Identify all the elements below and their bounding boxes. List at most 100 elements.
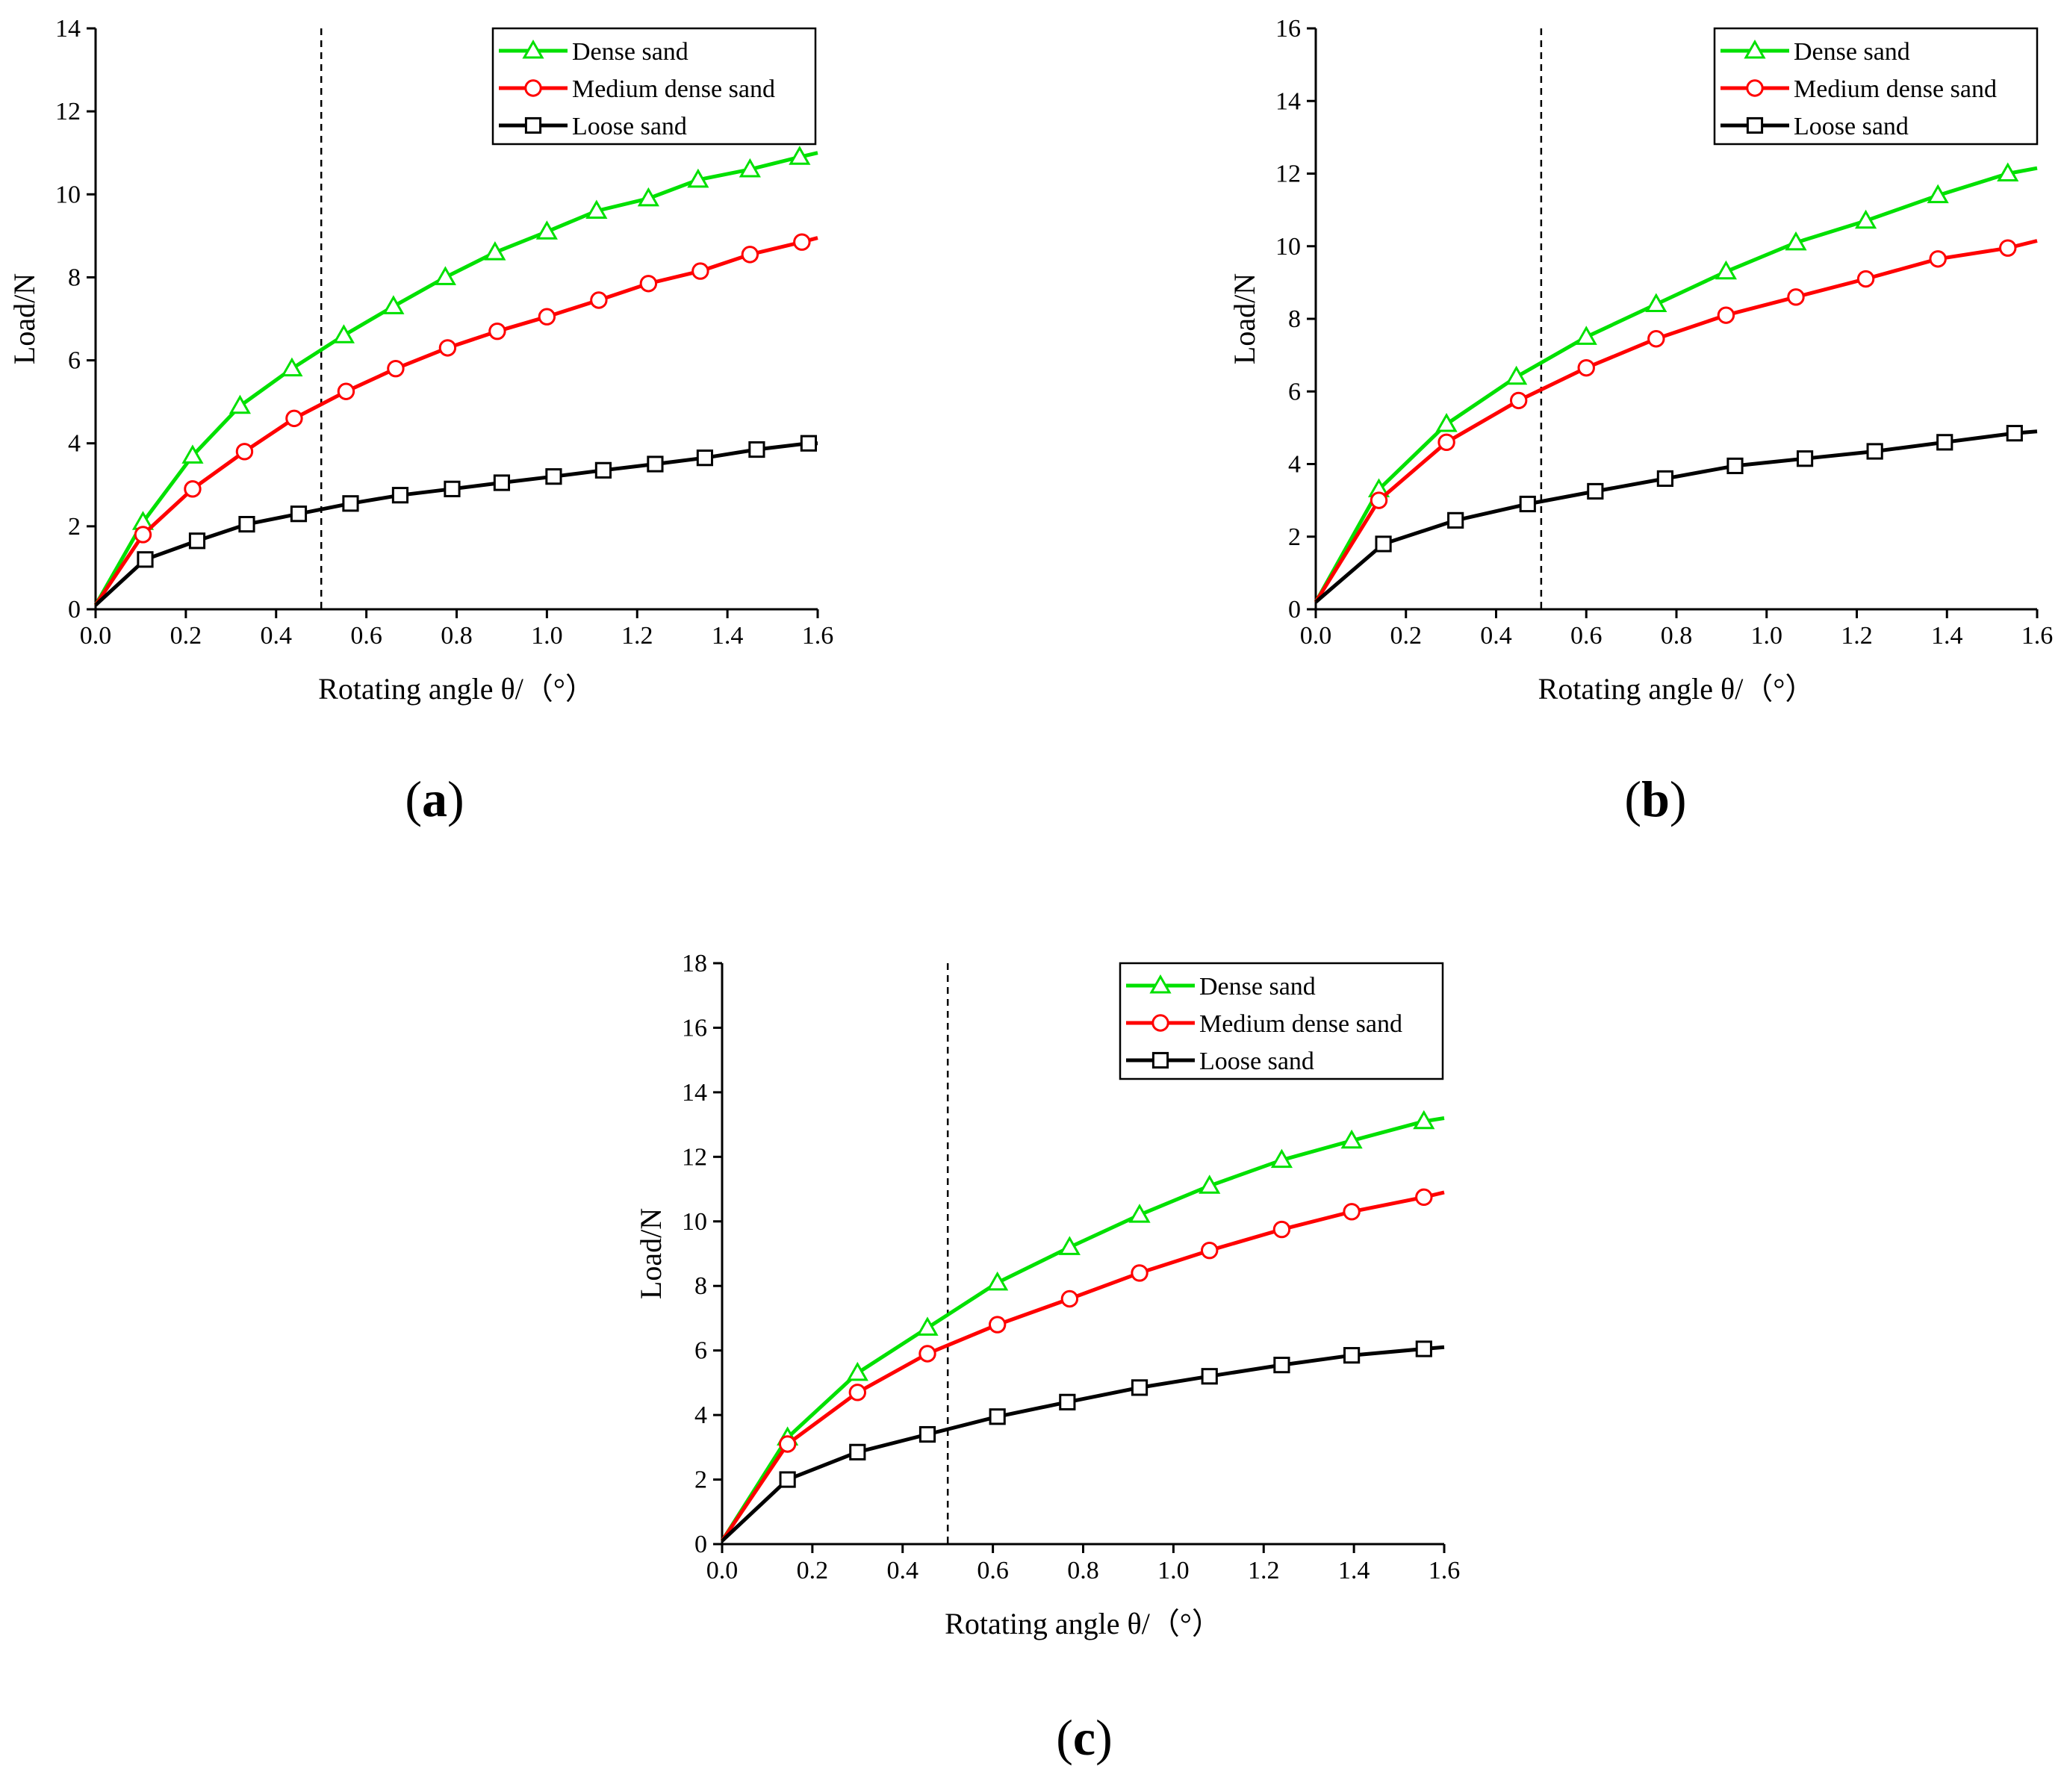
x-tick-label: 1.2	[1248, 1557, 1280, 1584]
data-point	[1587, 482, 1604, 500]
data-point	[1058, 1236, 1081, 1255]
x-tick-label: 1.4	[1931, 622, 1963, 650]
data-point	[647, 455, 664, 473]
data-point	[800, 435, 818, 452]
y-tick-label: 10	[1275, 233, 1301, 261]
legend-label: Medium dense sand	[1794, 75, 1997, 103]
x-tick-label: 1.6	[802, 622, 834, 650]
data-point	[188, 532, 206, 550]
data-point	[789, 146, 811, 165]
data-point	[1505, 365, 1528, 385]
data-point	[181, 444, 204, 464]
data-point	[848, 1384, 867, 1401]
x-tick-label: 0.0	[80, 622, 112, 650]
data-point	[918, 1425, 936, 1443]
data-point	[1577, 358, 1595, 377]
legend-label: Loose sand	[572, 113, 687, 140]
y-tick-label: 4	[694, 1401, 707, 1429]
y-tick-label: 4	[1288, 451, 1301, 479]
x-tick-label: 0.6	[350, 622, 382, 650]
x-tick-label: 0.0	[1300, 622, 1332, 650]
legend-marker	[1151, 1051, 1169, 1069]
data-point	[1785, 231, 1807, 251]
y-tick-label: 2	[68, 513, 81, 541]
data-point	[1519, 495, 1536, 513]
x-tick-label: 1.0	[531, 622, 563, 650]
data-point	[391, 487, 409, 504]
x-tick-label: 0.4	[261, 622, 293, 650]
data-point	[1270, 1148, 1293, 1169]
data-point	[748, 441, 765, 458]
panel-label: (b)	[1624, 771, 1686, 827]
y-tick-label: 14	[682, 1079, 707, 1107]
data-point	[438, 339, 457, 357]
data-point	[1856, 270, 1875, 288]
x-axis-title: Rotating angle θ/（°）	[318, 672, 595, 706]
data-point	[916, 1316, 939, 1336]
x-tick-label: 0.4	[1480, 622, 1512, 650]
data-point	[342, 495, 359, 512]
panel-label: (a)	[405, 771, 464, 827]
data-point	[235, 443, 254, 461]
data-point	[1128, 1204, 1151, 1223]
data-point	[1437, 433, 1455, 452]
y-tick-label: 10	[55, 181, 81, 208]
y-tick-label: 8	[694, 1272, 707, 1300]
y-tick-label: 0	[1288, 596, 1301, 623]
data-point	[434, 266, 456, 285]
data-point	[1199, 1175, 1221, 1194]
x-tick-label: 1.0	[1751, 622, 1783, 650]
chart-panel-b: 0.0 0.2 0.4 0.6 0.8 1.0 1.2 1.4 1.6 0 2 4 6 8 10 12 14 16…	[1228, 15, 2053, 827]
x-tick-label: 0.8	[1661, 622, 1693, 650]
legend-label: Loose sand	[1794, 113, 1909, 140]
data-point	[1854, 209, 1877, 229]
legend-marker	[1149, 974, 1172, 994]
data-point	[382, 295, 405, 314]
data-point	[1435, 412, 1458, 432]
legend-marker	[1746, 116, 1764, 134]
y-tick-label: 8	[1288, 305, 1301, 333]
y-tick-label: 4	[68, 430, 81, 458]
y-tick-label: 2	[1288, 523, 1301, 551]
legend-marker	[1744, 39, 1766, 59]
y-tick-label: 6	[1288, 378, 1301, 405]
y-tick-label: 10	[682, 1208, 707, 1236]
data-point	[444, 480, 461, 497]
data-point	[1796, 450, 1814, 467]
data-point	[281, 357, 303, 377]
data-point	[493, 474, 511, 491]
data-point	[1272, 1220, 1291, 1239]
data-point	[1340, 1129, 1363, 1149]
data-point	[779, 1471, 796, 1488]
data-point	[137, 551, 154, 568]
data-point	[1645, 293, 1667, 313]
y-tick-label: 14	[55, 15, 81, 43]
x-tick-label: 0.2	[1390, 622, 1423, 650]
data-point	[1447, 511, 1464, 529]
data-point	[1726, 457, 1744, 475]
y-tick-label: 12	[1275, 161, 1301, 188]
data-point	[1343, 1203, 1361, 1221]
x-tick-label: 1.2	[1841, 622, 1873, 650]
data-point	[918, 1345, 936, 1363]
series-line-0	[1314, 166, 2038, 603]
legend-marker	[524, 116, 542, 134]
y-tick-label: 8	[68, 264, 81, 291]
data-point	[639, 275, 658, 293]
data-point	[1201, 1241, 1219, 1260]
x-tick-label: 1.4	[1338, 1557, 1370, 1584]
data-point	[778, 1435, 797, 1453]
data-point	[741, 246, 759, 264]
y-tick-label: 12	[55, 98, 81, 125]
data-point	[1131, 1379, 1148, 1396]
data-point	[793, 233, 811, 251]
x-axis-title: Rotating angle θ/（°）	[945, 1607, 1222, 1640]
legend-label: Dense sand	[572, 38, 688, 66]
data-point	[1866, 443, 1883, 460]
data-point	[1131, 1264, 1148, 1282]
data-point	[590, 291, 608, 309]
data-point	[1787, 288, 1805, 306]
data-point	[1647, 330, 1665, 348]
y-tick-label: 16	[682, 1014, 707, 1042]
data-point	[1201, 1368, 1218, 1385]
